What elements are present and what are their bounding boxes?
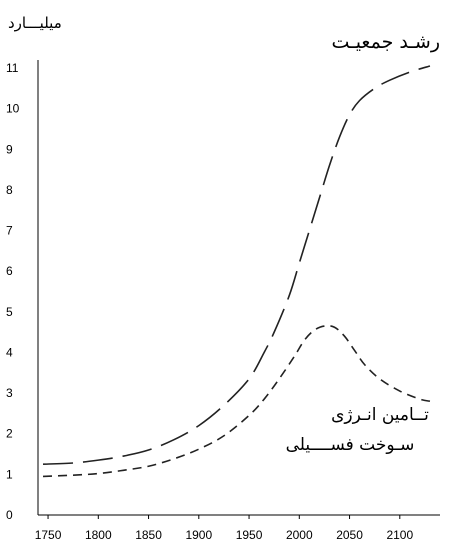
series-label-fossil-fuel-line1: تــامین انـرژی: [331, 405, 429, 425]
y-tick-label: 9: [6, 142, 13, 156]
x-tick-label: 1950: [236, 528, 263, 542]
y-tick-label: 7: [6, 224, 13, 238]
axes: 0 1 2 3 4 5 6 7 8 9 10 11 1750 1800 1850 1900 1950 2000 20…: [6, 60, 440, 542]
y-tick-label: 6: [6, 264, 13, 278]
x-tick-label: 2100: [386, 528, 413, 542]
y-tick-label: 10: [6, 102, 20, 116]
y-tick-label: 4: [6, 345, 13, 359]
x-tick-label: 2000: [286, 528, 313, 542]
y-tick-label: 8: [6, 183, 13, 197]
y-axis-label: میلیـــارد: [8, 14, 62, 32]
series-label-population: رشـد جمعیـت: [331, 31, 440, 53]
y-tick-label: 11: [6, 61, 19, 75]
x-tick-label: 1850: [135, 528, 162, 542]
x-tick-label: 1800: [85, 528, 112, 542]
series-layer: [42, 65, 431, 478]
y-tick-label: 5: [6, 305, 13, 319]
series-line-population: [42, 65, 431, 465]
y-tick-label: 1: [6, 467, 13, 481]
series-label-fossil-fuel-line2: سـوخت فســــیلی: [286, 435, 415, 455]
y-tick-label: 3: [6, 386, 13, 400]
series-line-fossil-fuel: [42, 324, 431, 478]
x-tick-label: 1750: [35, 528, 62, 542]
y-tick-label: 0: [6, 508, 13, 522]
x-tick-label: 1900: [185, 528, 212, 542]
y-tick-label: 2: [6, 427, 13, 441]
x-tick-label: 2050: [336, 528, 363, 542]
